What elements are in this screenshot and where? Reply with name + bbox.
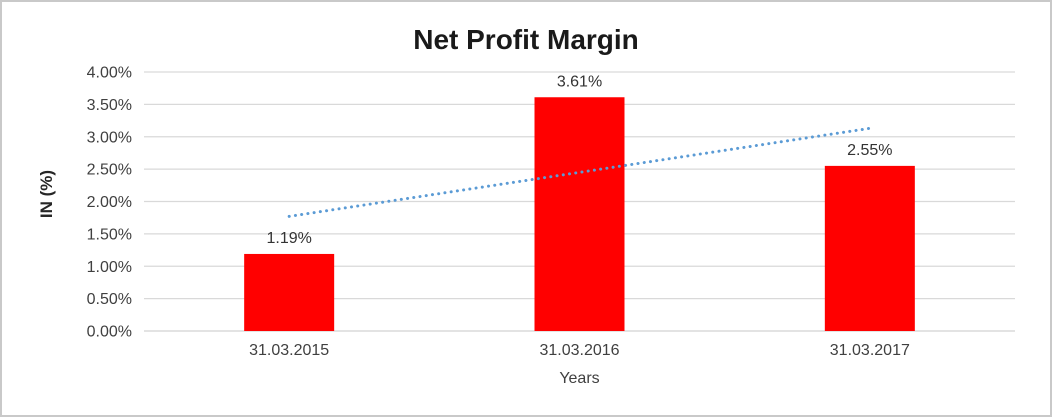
bar-31.03.2015[interactable] — [244, 253, 335, 331]
y-tick-label: 0.50% — [87, 291, 132, 308]
y-tick-label: 3.50% — [87, 97, 132, 114]
chart-title: Net Profit Margin — [413, 24, 639, 55]
y-tick-label: 1.50% — [87, 226, 132, 243]
x-axis-title: Years — [559, 370, 600, 387]
y-tick-label: 4.00% — [87, 65, 132, 82]
data-label: 1.19% — [266, 230, 311, 247]
y-tick-label: 2.00% — [87, 194, 132, 211]
data-label: 3.61% — [557, 73, 602, 90]
x-tick-label: 31.03.2016 — [539, 342, 619, 359]
y-tick-label: 0.00% — [87, 324, 132, 341]
data-label: 2.55% — [847, 142, 892, 159]
bar-31.03.2017[interactable] — [824, 165, 915, 331]
y-tick-label: 2.50% — [87, 162, 132, 179]
bar-31.03.2016[interactable] — [534, 97, 625, 331]
y-tick-label: 3.00% — [87, 129, 132, 146]
y-tick-label: 1.00% — [87, 259, 132, 276]
x-tick-label: 31.03.2015 — [249, 342, 329, 359]
x-tick-label: 31.03.2017 — [830, 342, 910, 359]
y-axis-title: IN (%) — [37, 169, 56, 219]
